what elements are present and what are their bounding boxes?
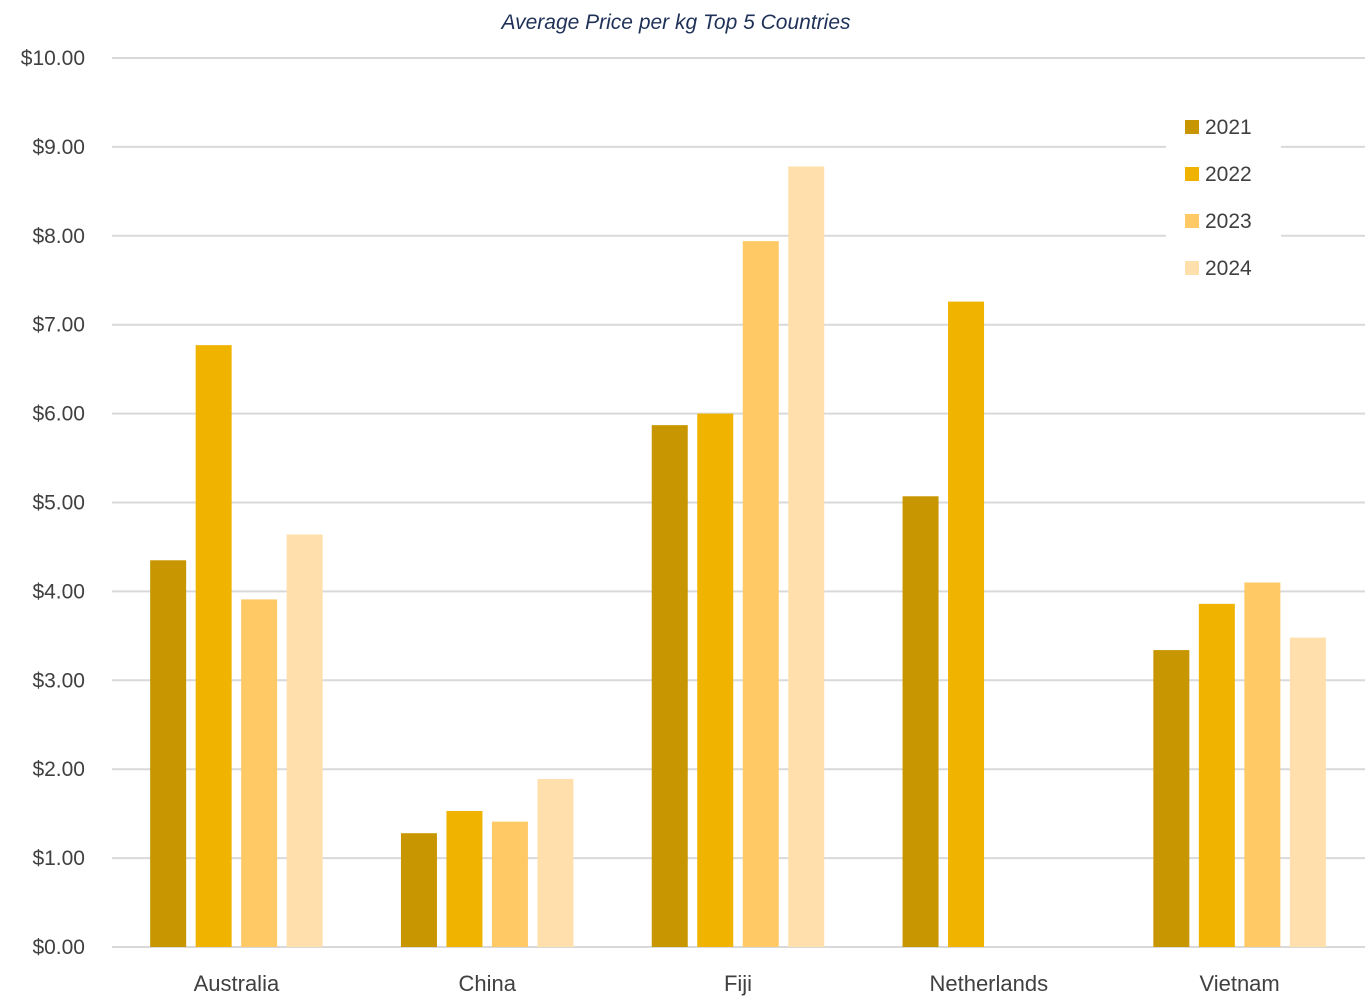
y-tick-label: $2.00 <box>32 758 85 781</box>
legend: 2021 2022 2023 2024 <box>1166 104 1281 286</box>
legend-label: 2024 <box>1205 257 1252 280</box>
bar-australia-2021 <box>150 560 187 947</box>
bar-netherlands-2022 <box>948 301 985 947</box>
bar-netherlands-2021 <box>902 496 939 947</box>
bar-fiji-2022 <box>697 413 734 948</box>
x-tick-label: Australia <box>194 971 280 996</box>
bar-china-2022 <box>446 810 483 947</box>
legend-label: 2022 <box>1205 163 1252 186</box>
legend-swatch <box>1185 214 1199 228</box>
legend-background <box>1166 104 1281 286</box>
x-tick-label: Vietnam <box>1199 971 1279 996</box>
y-tick-label: $9.00 <box>32 136 85 159</box>
bar-australia-2023 <box>241 599 278 947</box>
bars <box>150 166 1326 948</box>
y-tick-label: $10.00 <box>21 47 85 70</box>
legend-swatch <box>1185 167 1199 181</box>
bar-vietnam-2024 <box>1289 637 1326 947</box>
bar-vietnam-2023 <box>1244 582 1281 947</box>
y-axis-ticks: $0.00 $1.00 $2.00 $3.00 $4.00 $5.00 $6.00 $7.00… <box>21 47 85 959</box>
legend-swatch <box>1185 120 1199 134</box>
bar-vietnam-2021 <box>1153 650 1190 947</box>
bar-fiji-2023 <box>742 241 779 947</box>
x-tick-label: China <box>458 971 516 996</box>
chart-title: Average Price per kg Top 5 Countries <box>499 11 851 34</box>
bar-fiji-2021 <box>651 425 688 948</box>
y-tick-label: $6.00 <box>32 403 85 426</box>
y-tick-label: $3.00 <box>32 669 85 692</box>
y-tick-label: $7.00 <box>32 314 85 337</box>
bar-australia-2022 <box>195 345 232 948</box>
y-tick-label: $8.00 <box>32 225 85 248</box>
bar-china-2021 <box>400 833 437 947</box>
legend-label: 2021 <box>1205 116 1252 139</box>
x-tick-label: Netherlands <box>929 971 1048 996</box>
legend-swatch <box>1185 261 1199 275</box>
y-tick-label: $5.00 <box>32 492 85 515</box>
y-tick-label: $1.00 <box>32 847 85 870</box>
bar-china-2023 <box>491 821 528 947</box>
y-tick-label: $4.00 <box>32 580 85 603</box>
bar-fiji-2024 <box>788 166 825 947</box>
legend-label: 2023 <box>1205 210 1252 233</box>
y-tick-label: $0.00 <box>32 936 85 959</box>
x-axis-ticks: Australia China Fiji Netherlands Vietnam <box>194 971 1280 996</box>
bar-australia-2024 <box>286 534 323 947</box>
bar-china-2024 <box>537 778 574 947</box>
bar-vietnam-2022 <box>1198 603 1235 947</box>
x-tick-label: Fiji <box>724 971 752 996</box>
